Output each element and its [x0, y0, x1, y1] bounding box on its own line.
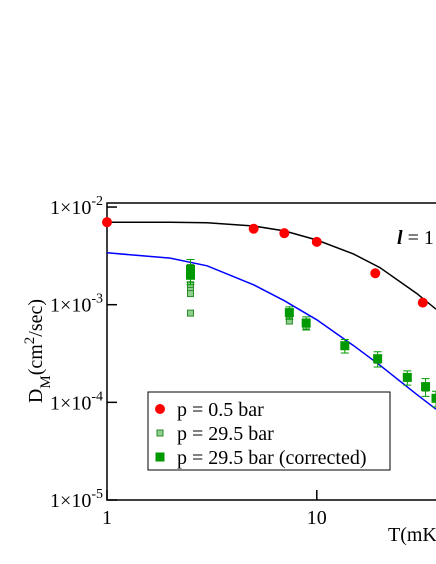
point — [402, 372, 412, 382]
point — [373, 354, 383, 364]
y-tick-base: 1×10 — [50, 490, 91, 512]
point — [417, 297, 428, 308]
point — [102, 217, 112, 228]
point — [340, 341, 350, 351]
point — [155, 404, 165, 414]
point — [155, 452, 165, 462]
y-label-text: DM(cm2/sec) — [22, 299, 54, 403]
point — [186, 290, 194, 298]
plot-frame — [106, 202, 436, 501]
y-label-part: (cm — [25, 344, 47, 376]
y-tick-label: 1×10-4 — [50, 389, 103, 414]
y-label-part: M — [38, 375, 54, 388]
point — [421, 382, 431, 392]
annotation: l = 1 — [397, 227, 434, 249]
y-tick-base: 1×10 — [50, 197, 91, 219]
y-tick-base: 1×10 — [50, 295, 91, 317]
point — [279, 228, 290, 239]
point — [431, 393, 436, 403]
x-tick-label: 10 — [307, 507, 327, 529]
point — [248, 223, 259, 234]
legend-label: p = 0.5 bar — [177, 399, 264, 421]
point — [370, 268, 381, 279]
legend-box — [147, 391, 391, 471]
y-axis-label: DM(cm2/sec) — [22, 299, 54, 403]
y-tick-base: 1×10 — [50, 392, 91, 414]
x-tick-label: 1 — [102, 507, 112, 529]
legend-label: p = 29.5 bar (corrected) — [177, 447, 367, 469]
y-tick-exp: -4 — [91, 389, 103, 404]
point — [156, 429, 164, 437]
fit-curve — [106, 252, 436, 410]
x-axis-label: T(mK) — [388, 524, 436, 546]
point — [301, 318, 311, 328]
y-tick-label: 1×10-2 — [50, 194, 103, 219]
point — [311, 236, 322, 247]
y-tick-exp: -3 — [91, 292, 103, 307]
annotation-symbol: l — [397, 227, 403, 249]
point — [284, 308, 294, 318]
error-bar — [432, 390, 436, 408]
point — [185, 270, 195, 280]
y-label-part: /sec) — [25, 299, 47, 337]
y-tick-exp: -5 — [91, 487, 103, 502]
legend-label: p = 29.5 bar — [177, 423, 274, 445]
y-label-part: 2 — [22, 337, 38, 345]
y-tick-exp: -2 — [91, 194, 103, 209]
y-tick-label: 1×10-5 — [50, 487, 103, 512]
y-tick-label: 1×10-3 — [50, 292, 103, 317]
annotation-text: = 1 — [403, 227, 434, 249]
fit-curve — [107, 221, 436, 310]
point — [186, 309, 194, 317]
y-label-part: D — [25, 389, 47, 403]
